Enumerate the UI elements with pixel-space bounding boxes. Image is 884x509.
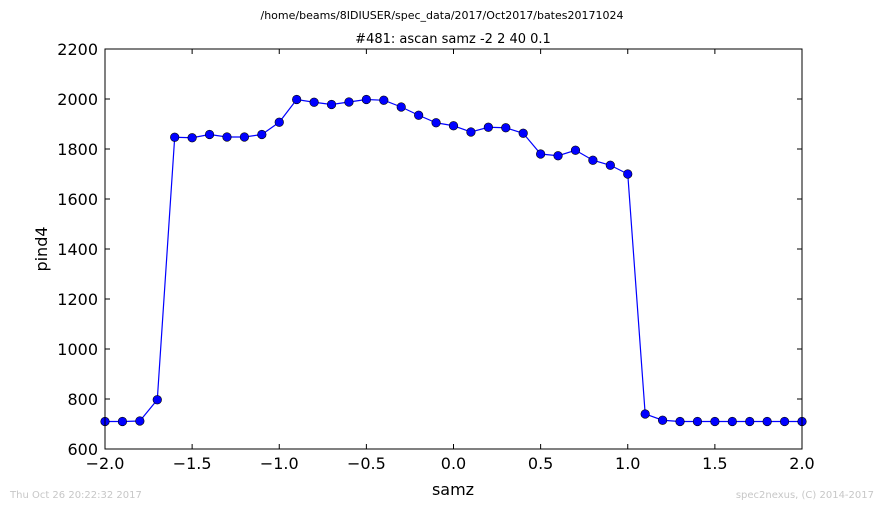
x-tick-label: 2.0	[789, 454, 814, 473]
x-tick-label: 1.5	[702, 454, 727, 473]
data-point	[623, 169, 633, 179]
y-tick-label: 1400	[57, 240, 98, 259]
x-tick-label: −1.0	[260, 454, 299, 473]
data-point	[170, 132, 180, 142]
y-tick-label: 2200	[57, 40, 98, 59]
x-axis-label: samz	[432, 480, 474, 499]
data-point	[204, 129, 215, 140]
data-point	[396, 102, 406, 112]
data-point	[710, 416, 720, 427]
data-point	[727, 416, 737, 427]
x-axis-ticks: −2.0 −1.5 −1.0 −0.5 0.0 0.5 1.0 1.5 2.0	[86, 49, 815, 473]
y-tick-label: 1200	[57, 290, 98, 309]
data-point	[553, 151, 563, 161]
figure-suptitle: /home/beams/8IDIUSER/spec_data/2017/Oct2…	[261, 9, 624, 22]
y-axis-label: pind4	[32, 226, 51, 271]
data-point	[292, 94, 302, 105]
x-tick-label: −0.5	[347, 454, 386, 473]
series-line	[105, 98, 802, 423]
data-point	[187, 133, 197, 143]
plot-area: −2.0 −1.5 −1.0 −0.5 0.0 0.5 1.0 1.5 2.0 600 800 10…	[57, 40, 814, 473]
data-point	[257, 129, 267, 140]
data-point	[117, 416, 128, 427]
data-point	[448, 121, 459, 131]
data-point	[745, 416, 755, 427]
data-point	[414, 110, 424, 120]
data-point	[501, 123, 511, 133]
y-axis-ticks: 600 800 1000 1200 1400 1600 1800 2000 2200	[57, 40, 802, 459]
data-point	[135, 416, 145, 426]
data-point	[640, 409, 650, 419]
axes-frame	[104, 48, 803, 450]
data-point	[222, 132, 232, 142]
chart-title: #481: ascan samz -2 2 40 0.1	[355, 32, 551, 47]
data-point	[379, 95, 389, 105]
y-tick-label: 1000	[57, 340, 98, 359]
data-point	[588, 155, 598, 165]
data-point	[536, 149, 546, 159]
data-point	[326, 99, 337, 110]
data-point	[518, 128, 528, 138]
data-point	[344, 97, 354, 107]
data-point	[152, 395, 162, 405]
data-point	[692, 416, 703, 427]
series-layer	[100, 94, 807, 427]
x-tick-label: 0.5	[528, 454, 553, 473]
y-tick-label: 2000	[57, 90, 98, 109]
data-point	[466, 127, 476, 137]
data-point	[779, 416, 790, 427]
footer-credit: spec2nexus, (C) 2014-2017	[736, 490, 874, 501]
data-point	[431, 118, 441, 128]
data-point	[274, 117, 284, 127]
data-point	[361, 94, 371, 105]
x-tick-label: 0.0	[441, 454, 466, 473]
data-point	[309, 97, 319, 107]
x-tick-label: 1.0	[615, 454, 640, 473]
data-point	[605, 160, 615, 170]
y-tick-label: 1600	[57, 190, 98, 209]
y-tick-label: 1800	[57, 140, 98, 159]
data-point	[239, 132, 249, 142]
y-tick-label: 600	[67, 440, 98, 459]
footer-timestamp: Thu Oct 26 20:22:32 2017	[9, 490, 142, 501]
data-point	[762, 416, 772, 427]
data-point	[675, 416, 685, 427]
y-tick-label: 800	[67, 390, 98, 409]
data-point	[483, 122, 493, 132]
x-tick-label: −2.0	[86, 454, 125, 473]
data-point	[657, 415, 668, 425]
x-tick-label: −1.5	[173, 454, 212, 473]
data-point	[570, 145, 581, 155]
